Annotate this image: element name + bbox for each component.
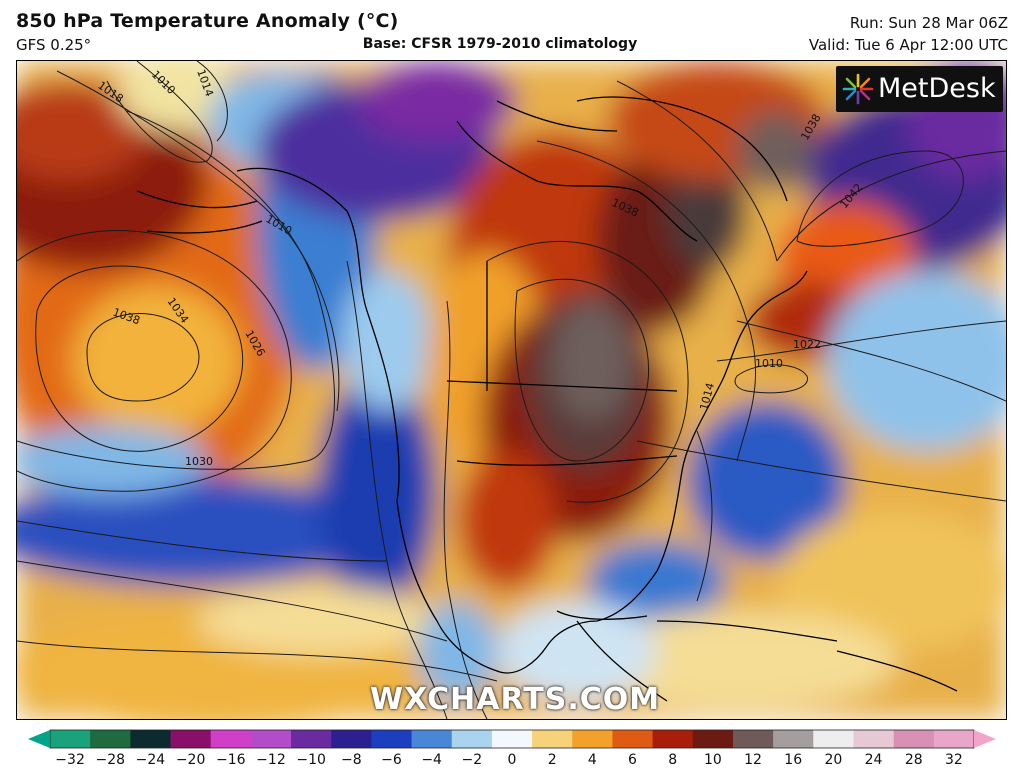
colorbar-segment	[250, 730, 292, 748]
colorbar-segment	[612, 730, 654, 748]
metdesk-logo-text: MetDesk	[878, 73, 996, 104]
colorbar-tick: 2	[547, 752, 557, 768]
colorbar-tick: −24	[135, 752, 166, 768]
colorbar-segment	[411, 730, 453, 748]
svg-text:1010: 1010	[755, 357, 783, 370]
colorbar-segment	[331, 730, 372, 748]
colorbar-tick: 28	[904, 752, 923, 768]
temperature-anomaly-field	[17, 61, 1006, 719]
colorbar-tick: −12	[256, 752, 286, 768]
colorbar-segment	[572, 730, 614, 748]
colorbar-tick: −4	[421, 752, 442, 768]
climatology-base-label: Base: CFSR 1979-2010 climatology	[362, 36, 638, 52]
colorbar-segment	[50, 730, 91, 748]
colorbar-tick: 24	[864, 752, 883, 768]
colorbar-tick: −10	[296, 752, 326, 768]
colorbar-tick: 32	[944, 752, 963, 768]
colorbar-tick: −20	[175, 752, 206, 768]
colorbar-segment	[933, 730, 975, 748]
colorbar-segment	[893, 730, 935, 748]
colorbar-tick: 20	[824, 752, 843, 768]
colorbar-segments	[49, 729, 975, 749]
colorbar-segment	[210, 730, 252, 748]
run-time-label: Run: Sun 28 Mar 06Z	[849, 14, 1008, 32]
svg-text:1030: 1030	[185, 455, 213, 468]
colorbar-segment	[130, 730, 172, 748]
chart-title: 850 hPa Temperature Anomaly (°C)	[16, 10, 399, 32]
colorbar-low-end-arrow	[28, 730, 50, 748]
colorbar-tick: −28	[95, 752, 126, 768]
metdesk-logo: MetDesk	[836, 66, 1003, 112]
colorbar-segment	[491, 730, 533, 748]
svg-text:1022: 1022	[793, 338, 821, 351]
colorbar-segment	[451, 730, 493, 748]
anomaly-map[interactable]: 1018 1010 1014 1034 1038 1026 1030 1010 …	[16, 60, 1007, 720]
colorbar-tick: 10	[703, 752, 722, 768]
colorbar-tick: −2	[461, 752, 483, 768]
colorbar-segment	[371, 730, 413, 748]
colorbar-tick: 16	[784, 752, 803, 768]
metdesk-sun-icon	[842, 73, 874, 105]
colorbar-tick: −32	[55, 752, 85, 768]
colorbar-high-end-arrow	[974, 730, 996, 748]
colorbar-segment	[813, 730, 855, 748]
wxcharts-watermark: WXCHARTS.COM	[370, 682, 661, 717]
chart-header: 850 hPa Temperature Anomaly (°C) GFS 0.2…	[0, 0, 1024, 60]
colorbar-segment	[170, 730, 212, 748]
colorbar-tick: −16	[216, 752, 246, 768]
colorbar-segment	[692, 730, 734, 748]
colorbar-segment	[853, 730, 895, 748]
colorbar-tick: 6	[628, 752, 637, 768]
colorbar-tick: 8	[668, 752, 678, 768]
model-label: GFS 0.25°	[16, 36, 92, 54]
valid-time-label: Valid: Tue 6 Apr 12:00 UTC	[808, 36, 1008, 54]
colorbar-segment	[90, 730, 131, 748]
colorbar-tick: −6	[381, 752, 402, 768]
colorbar	[28, 729, 996, 749]
colorbar-tick: −8	[340, 752, 362, 768]
colorbar-tick-labels: −32 −28 −24 −20 −16 −12 −10 −8 −6 −4 −2 0 2 4 6 8 10 12 16…	[0, 752, 1024, 774]
colorbar-tick: 12	[744, 752, 762, 768]
colorbar-segment	[532, 730, 573, 748]
colorbar-tick: 0	[507, 752, 517, 768]
colorbar-tick: 4	[587, 752, 597, 768]
isobar-contours	[17, 61, 1006, 719]
colorbar-segment	[732, 730, 774, 748]
colorbar-segment	[773, 730, 814, 748]
colorbar-segment	[652, 730, 694, 748]
colorbar-segment	[291, 730, 332, 748]
coastlines-and-borders	[136, 96, 958, 702]
